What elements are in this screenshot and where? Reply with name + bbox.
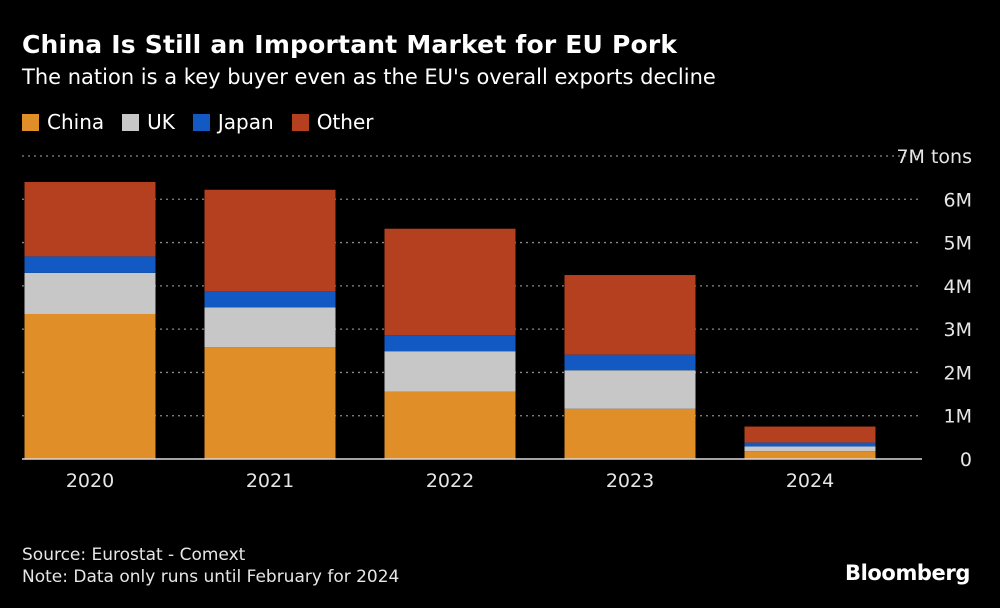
bloomberg-logo: Bloomberg [844, 561, 970, 585]
bar-segment-china-2021 [204, 347, 336, 459]
y-tick-label: 6M [944, 189, 972, 211]
legend-swatch-china [22, 113, 39, 131]
legend-item-other: Other [291, 110, 374, 134]
y-tick-label: 1M [944, 406, 972, 428]
y-tick-label: 0 [960, 449, 972, 471]
bar-segment-japan-2021 [204, 291, 336, 308]
legend-label-other: Other [316, 110, 374, 134]
legend-item-uk: UK [122, 110, 175, 134]
legend-item-japan: Japan [192, 110, 274, 134]
bar-segment-other-2020 [24, 181, 156, 257]
source-note: Source: Eurostat - Comext [22, 545, 246, 565]
x-tick-label: 2020 [66, 470, 114, 492]
legend-swatch-uk [122, 113, 140, 131]
bar-segment-other-2024 [744, 426, 876, 443]
bar-segment-china-2020 [24, 313, 156, 459]
legend-label-uk: UK [147, 110, 175, 134]
bar-segment-uk-2020 [24, 272, 156, 314]
y-tick-label: 2M [944, 362, 972, 384]
legend-item-china: China [22, 110, 104, 134]
chart-title: China Is Still an Important Market for E… [22, 30, 678, 59]
legend-swatch-other [291, 113, 309, 131]
bar-segment-uk-2022 [384, 351, 516, 392]
bar-segment-japan-2024 [744, 442, 876, 447]
bar-segment-uk-2023 [564, 370, 696, 409]
y-tick-label: 7M tons [896, 146, 972, 168]
y-tick-label: 3M [944, 319, 972, 341]
bar-segment-other-2022 [384, 228, 516, 336]
footer: Source: Eurostat - Comext Note: Data onl… [22, 544, 399, 588]
bar-segment-china-2024 [744, 451, 876, 459]
bar-segment-japan-2020 [24, 256, 156, 273]
bar-segment-other-2023 [564, 275, 696, 355]
bar-segment-china-2023 [564, 408, 696, 459]
y-tick-label: 4M [944, 276, 972, 298]
x-tick-label: 2023 [606, 470, 654, 492]
bar-segment-china-2022 [384, 391, 516, 459]
bar-segment-japan-2022 [384, 335, 516, 352]
legend-swatch-japan [192, 113, 210, 131]
chart-subtitle: The nation is a key buyer even as the EU… [22, 65, 716, 89]
bar-segment-uk-2021 [204, 307, 336, 348]
legend-label-china: China [47, 110, 105, 134]
bar-segment-japan-2023 [564, 354, 696, 371]
bars [24, 181, 876, 459]
legend-label-japan: Japan [217, 110, 274, 134]
y-axis-ticks: 0 1M 2M 3M 4M 5M 6M 7M tons [896, 146, 972, 471]
x-tick-label: 2022 [426, 470, 474, 492]
bar-segment-other-2021 [204, 189, 336, 292]
data-note: Note: Data only runs until February for … [22, 567, 400, 587]
x-axis-ticks: 2020 2021 2022 2023 2024 [66, 470, 834, 492]
y-tick-label: 5M [944, 233, 972, 255]
x-tick-label: 2021 [246, 470, 294, 492]
x-tick-label: 2024 [786, 470, 834, 492]
bar-segment-uk-2024 [744, 446, 876, 452]
legend: China UK Japan Other [22, 110, 373, 134]
